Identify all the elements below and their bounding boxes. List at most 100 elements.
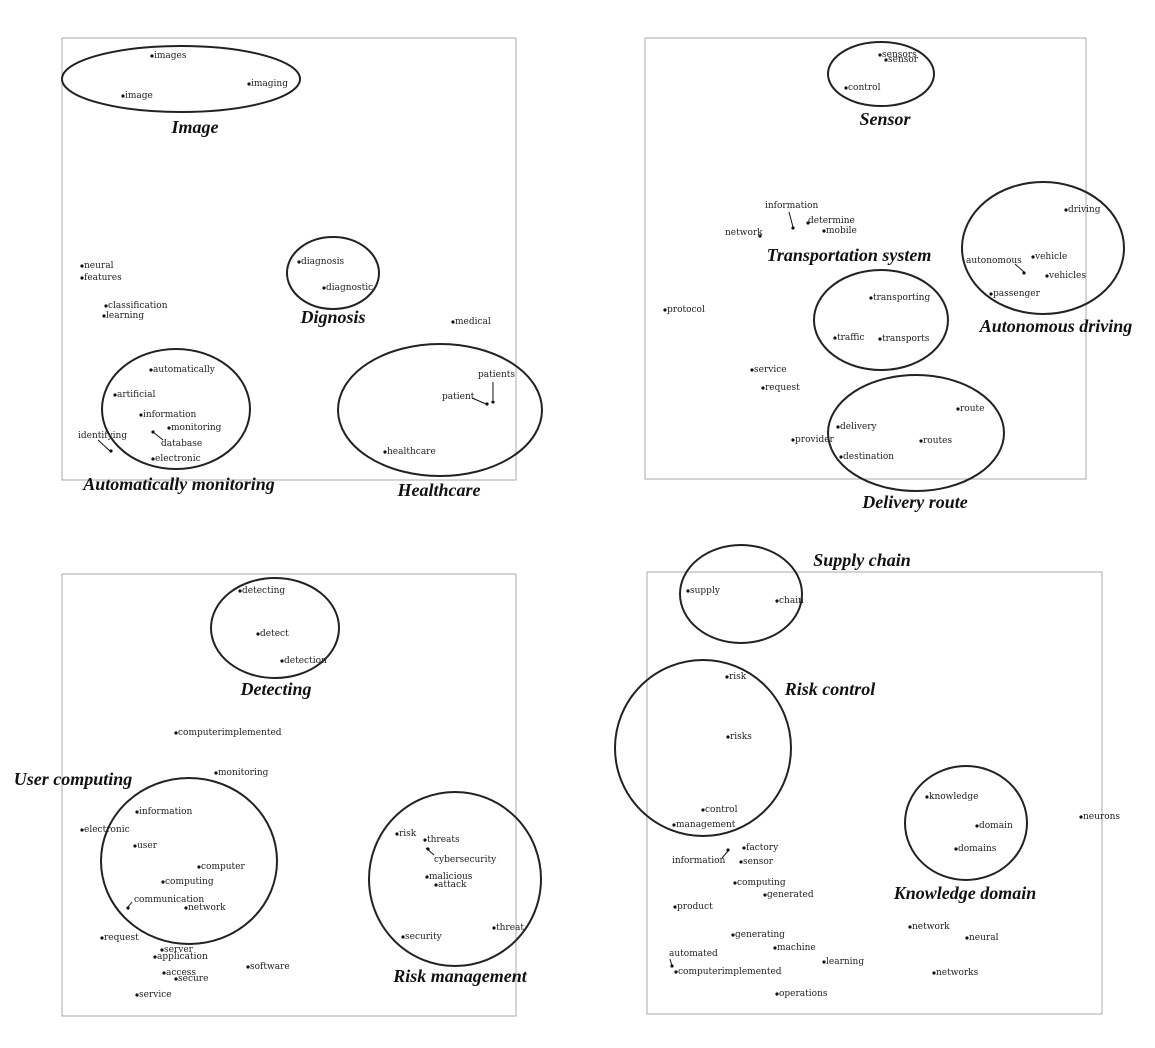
term-label: sensor xyxy=(888,55,919,65)
panel-4: Supply chain Risk control Knowledge doma… xyxy=(615,545,1120,999)
cluster-delivery-ellipse xyxy=(828,375,1004,491)
term-label: threat xyxy=(496,923,524,933)
term-label: software xyxy=(250,962,290,972)
term-label: learning xyxy=(826,957,864,967)
panel-frame xyxy=(62,38,516,480)
term-label: imaging xyxy=(251,79,288,89)
term-label: traffic xyxy=(837,333,865,343)
term-label: control xyxy=(848,83,881,93)
term-label: database xyxy=(161,439,202,449)
term-label: images xyxy=(154,51,187,61)
term-label: neural xyxy=(84,261,114,271)
term-label: protocol xyxy=(667,305,705,315)
term-label: autonomous xyxy=(966,256,1022,266)
term-label: image xyxy=(125,91,153,101)
panel-frame xyxy=(62,574,516,1016)
term-label: diagnosis xyxy=(301,257,344,267)
term-label: automatically xyxy=(153,365,216,375)
term-label: determine xyxy=(808,216,855,226)
term-label: detection xyxy=(284,656,327,666)
term-label: information xyxy=(143,410,197,420)
term-label: healthcare xyxy=(387,447,436,457)
term-label: destination xyxy=(843,452,894,462)
term-label: monitoring xyxy=(171,423,222,433)
term-label: provider xyxy=(795,435,835,445)
term-label: service xyxy=(754,365,787,375)
cluster-label: Risk management xyxy=(392,966,528,986)
term-label: learning xyxy=(106,311,144,321)
term-label: computer xyxy=(201,862,245,872)
term-label: vehicle xyxy=(1034,252,1067,262)
term-label: medical xyxy=(455,317,491,327)
term-label: networks xyxy=(936,968,979,978)
leader-line xyxy=(98,440,110,451)
term-label: information xyxy=(139,807,193,817)
term-label: sensor xyxy=(743,857,774,867)
term-label: computerimplemented xyxy=(678,967,782,977)
leader-line xyxy=(426,848,434,855)
term-label: electronic xyxy=(155,454,201,464)
cluster-label: Risk control xyxy=(784,679,876,699)
cluster-label: Image xyxy=(171,117,219,137)
term-label: information xyxy=(765,201,819,211)
term-label: features xyxy=(84,273,122,283)
term-label: control xyxy=(705,805,738,815)
term-label: neurons xyxy=(1083,812,1120,822)
term-label: automated xyxy=(669,949,718,959)
term-label: knowledge xyxy=(929,792,978,802)
leader-line xyxy=(128,902,132,907)
term-label: cybersecurity xyxy=(434,855,497,865)
term-label: computing xyxy=(737,878,786,888)
term-label: artificial xyxy=(117,390,155,400)
term-label: mobile xyxy=(826,226,857,236)
term-label: electronic xyxy=(84,825,130,835)
term-label: user xyxy=(137,841,158,851)
term-label: network xyxy=(188,903,226,913)
term-label: information xyxy=(672,856,726,866)
term-label: routes xyxy=(923,436,952,446)
panel-3: Detecting User computing Risk management… xyxy=(14,578,541,1000)
term-label: network xyxy=(725,228,763,238)
term-label: neural xyxy=(969,933,999,943)
term-label: management xyxy=(676,820,736,830)
term-label: threats xyxy=(427,835,460,845)
term-label: computing xyxy=(165,877,214,887)
cluster-transport-ellipse xyxy=(814,270,948,370)
term-label: risks xyxy=(730,732,752,742)
cluster-label: Healthcare xyxy=(397,480,481,500)
cluster-label: Delivery route xyxy=(861,492,967,512)
term-label: machine xyxy=(777,943,816,953)
leader-line xyxy=(789,212,793,227)
term-label: chain xyxy=(779,596,804,606)
term-label: route xyxy=(960,404,984,414)
cluster-label: Dignosis xyxy=(299,307,365,327)
term-label: factory xyxy=(746,843,779,853)
term-label: driving xyxy=(1068,205,1101,215)
cluster-label: Knowledge domain xyxy=(893,883,1037,903)
term-label: transporting xyxy=(873,293,930,303)
term-label: risk xyxy=(399,829,417,839)
panel-1: Image Dignosis Automatically monitoring … xyxy=(62,46,542,500)
term-label: computerimplemented xyxy=(178,728,282,738)
term-label: generating xyxy=(735,930,785,940)
term-label: secure xyxy=(178,974,208,984)
term-label: request xyxy=(104,933,139,943)
term-label: monitoring xyxy=(218,768,269,778)
cluster-user-computing-ellipse xyxy=(101,778,277,944)
term-label: patient xyxy=(442,392,475,402)
term-label: transports xyxy=(882,334,930,344)
cluster-autonomous-ellipse xyxy=(962,182,1124,314)
term-dot xyxy=(491,400,494,403)
cluster-label: Detecting xyxy=(240,679,312,699)
term-label: domain xyxy=(979,821,1013,831)
cluster-diagnosis-ellipse xyxy=(287,237,379,309)
term-label: supply xyxy=(690,586,721,596)
cluster-label: Transportation system xyxy=(767,245,932,265)
term-label: service xyxy=(139,990,172,1000)
term-label: detecting xyxy=(242,586,285,596)
term-label: attack xyxy=(438,880,467,890)
cluster-sensor-ellipse xyxy=(828,42,934,106)
cluster-label: Automatically monitoring xyxy=(82,474,275,494)
term-label: vehicles xyxy=(1048,271,1086,281)
